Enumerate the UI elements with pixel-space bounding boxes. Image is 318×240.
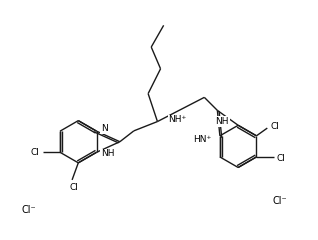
Text: Cl: Cl — [277, 154, 286, 163]
Text: NH⁺: NH⁺ — [168, 115, 187, 125]
Text: NH: NH — [101, 149, 114, 158]
Text: Cl: Cl — [271, 122, 280, 131]
Text: N: N — [101, 124, 108, 133]
Text: Cl⁻: Cl⁻ — [273, 196, 287, 206]
Text: NH: NH — [215, 117, 229, 126]
Text: Cl: Cl — [69, 183, 78, 192]
Text: HN⁺: HN⁺ — [193, 135, 211, 144]
Text: Cl⁻: Cl⁻ — [21, 205, 36, 215]
Text: Cl: Cl — [31, 148, 40, 157]
